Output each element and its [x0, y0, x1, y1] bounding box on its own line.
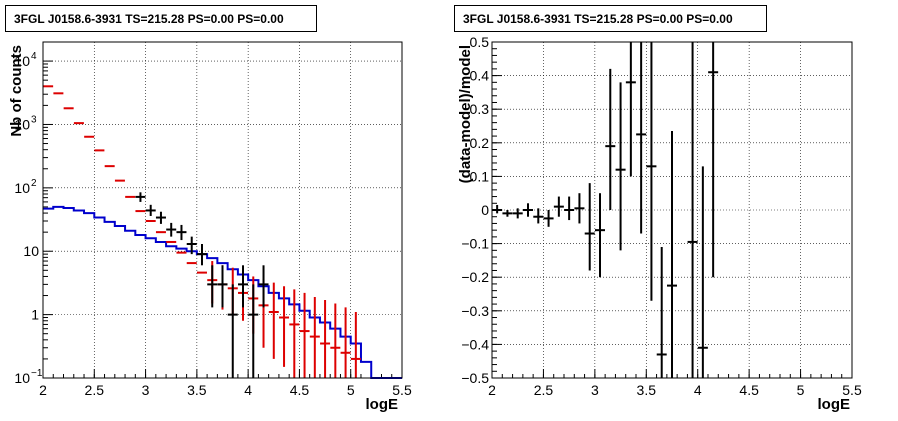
chart-title-left: 3FGL J0158.6-3931 TS=215.28 PS=0.00 PS=0…	[5, 5, 317, 32]
x-tick-label: 4.5	[290, 382, 310, 398]
x-tick-label: 2	[488, 382, 496, 398]
x-tick-label: 2	[39, 382, 47, 398]
x-tick-label: 5	[797, 382, 805, 398]
x-tick-label: 3.5	[637, 382, 657, 398]
y-tick-label: 0.3	[470, 101, 490, 117]
y-tick-label: 10	[14, 370, 30, 386]
series-model-histogram	[43, 205, 402, 379]
y-tick-exponent: −1	[31, 368, 43, 379]
y-tick-label: 0.4	[470, 68, 490, 84]
y-tick-label: 0.5	[470, 34, 490, 50]
y-tick-exponent: 3	[31, 114, 37, 125]
x-tick-label: 2.5	[534, 382, 554, 398]
x-axis-label: logE	[366, 396, 399, 413]
y-tick-label: 10	[23, 243, 39, 259]
x-tick-label: 5	[347, 382, 355, 398]
y-tick-label: 10	[14, 116, 30, 132]
y-tick-label: −0.5	[461, 370, 489, 386]
chart-title-right: 3FGL J0158.6-3931 TS=215.28 PS=0.00 PS=0…	[454, 5, 767, 32]
y-tick-label: −0.4	[461, 336, 489, 352]
y-tick-label: 0.2	[470, 135, 490, 151]
y-tick-label: −0.1	[461, 236, 489, 252]
x-tick-label: 3.5	[187, 382, 207, 398]
x-axis-label: logE	[818, 396, 851, 413]
x-tick-label: 2.5	[85, 382, 105, 398]
y-axis-label: (data-model)/model	[457, 45, 474, 183]
x-tick-label: 4	[694, 382, 702, 398]
x-tick-label: 5.5	[392, 382, 412, 398]
x-tick-label: 3	[591, 382, 599, 398]
y-tick-label: 0.1	[470, 168, 490, 184]
y-tick-label: −0.3	[461, 303, 489, 319]
x-tick-label: 4	[244, 382, 252, 398]
y-tick-exponent: 4	[31, 51, 37, 62]
y-tick-label: 10	[14, 180, 30, 196]
x-tick-label: 3	[142, 382, 150, 398]
y-tick-label: 0	[481, 202, 489, 218]
x-tick-label: 5.5	[842, 382, 862, 398]
plot-frame-right	[491, 41, 853, 379]
y-tick-label: 10	[14, 53, 30, 69]
y-tick-label: 1	[31, 307, 39, 323]
y-axis-label: Nb of counts	[8, 45, 25, 137]
x-tick-label: 4.5	[739, 382, 759, 398]
plot-frame-left	[42, 41, 403, 379]
y-tick-label: −0.2	[461, 269, 489, 285]
y-tick-exponent: 2	[31, 178, 37, 189]
